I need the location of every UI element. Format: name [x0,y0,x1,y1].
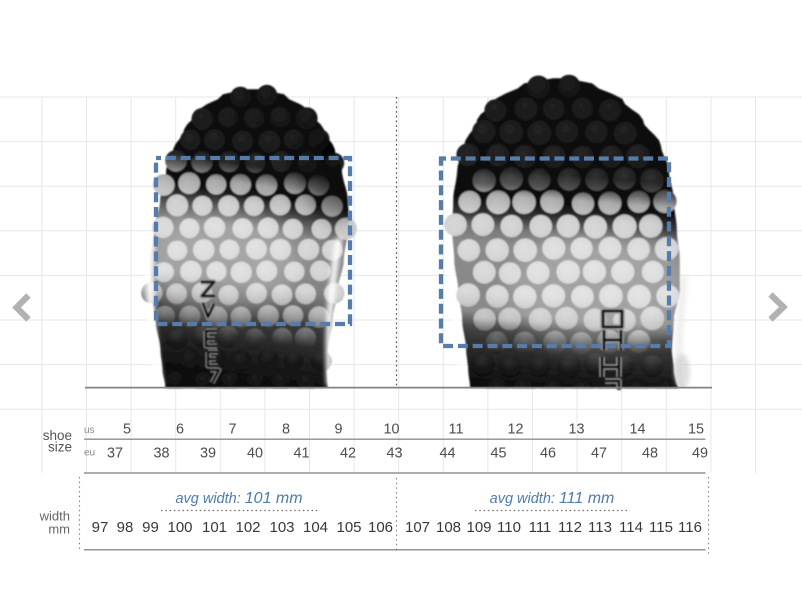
svg-text:avg width: 101 mm: avg width: 101 mm [175,490,302,507]
svg-text:38: 38 [153,446,169,462]
svg-text:mm: mm [48,522,70,537]
svg-text:108: 108 [436,519,461,536]
svg-text:47: 47 [591,446,607,462]
svg-text:5: 5 [123,422,131,438]
svg-text:105: 105 [336,519,361,536]
svg-text:avg width: 111 mm: avg width: 111 mm [490,490,615,507]
svg-text:9: 9 [334,422,342,438]
svg-text:110: 110 [497,519,521,536]
svg-text:99: 99 [142,519,159,536]
svg-text:40: 40 [247,446,263,462]
svg-text:46: 46 [540,446,556,462]
svg-text:37: 37 [107,446,123,462]
svg-text:111: 111 [529,519,552,536]
svg-text:12: 12 [507,422,523,438]
svg-text:115: 115 [649,519,673,536]
svg-text:42: 42 [340,446,356,462]
svg-text:113: 113 [588,519,612,536]
svg-text:114: 114 [619,519,643,536]
svg-text:7: 7 [228,422,236,438]
svg-text:14: 14 [629,422,645,438]
svg-text:45: 45 [490,446,506,462]
svg-text:104: 104 [303,519,328,536]
svg-text:width: width [39,509,70,524]
svg-text:41: 41 [293,446,309,462]
svg-text:39: 39 [200,446,216,462]
svg-text:97: 97 [92,519,109,536]
svg-text:eu: eu [84,448,95,459]
svg-text:100: 100 [167,519,192,536]
svg-text:116: 116 [678,519,702,536]
svg-text:101: 101 [202,519,227,536]
svg-text:44: 44 [439,446,455,462]
svg-text:43: 43 [386,446,402,462]
svg-text:13: 13 [568,422,584,438]
svg-text:109: 109 [466,519,491,536]
svg-text:size: size [48,440,72,455]
svg-text:8: 8 [282,422,290,438]
svg-text:98: 98 [117,519,134,536]
svg-text:6: 6 [176,422,184,438]
svg-text:107: 107 [405,519,430,536]
svg-text:us: us [84,425,95,436]
svg-text:11: 11 [449,422,464,438]
svg-text:49: 49 [692,446,708,462]
svg-text:15: 15 [688,422,704,438]
svg-text:10: 10 [383,422,399,438]
svg-text:106: 106 [368,519,393,536]
svg-text:shoe: shoe [43,428,72,443]
svg-text:112: 112 [558,519,582,536]
svg-text:103: 103 [269,519,294,536]
svg-text:48: 48 [642,446,658,462]
svg-text:102: 102 [235,519,260,536]
